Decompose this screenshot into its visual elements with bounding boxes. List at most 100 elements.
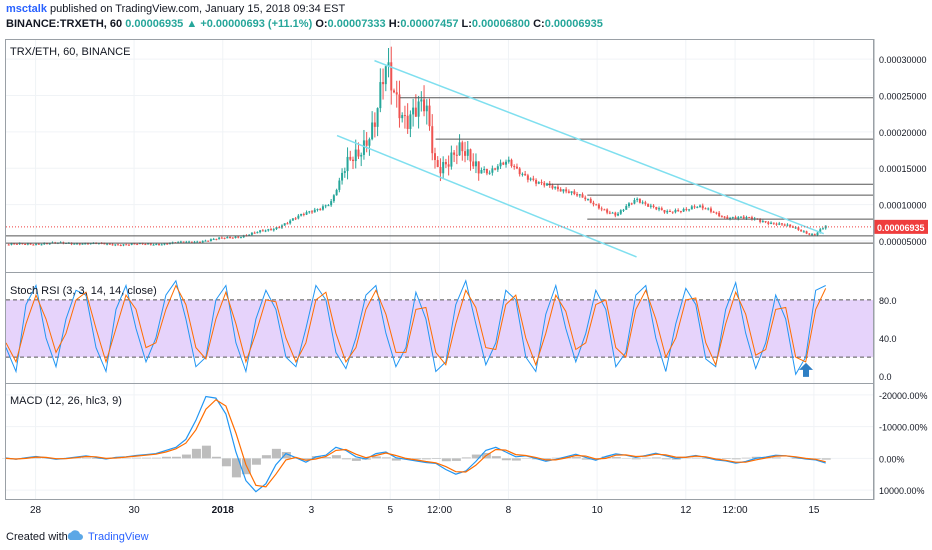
candle-body (546, 183, 549, 186)
candle-body (622, 209, 625, 211)
candle-body (600, 208, 603, 210)
candle-body (783, 224, 786, 226)
candle-body (521, 173, 524, 175)
low-value: 0.00006800 (471, 18, 531, 30)
price-change: ▲ +0.00000693 (+11.1%) (186, 18, 313, 30)
author-link[interactable]: msctalk (6, 3, 47, 15)
candle-body (709, 208, 712, 212)
macd-tick-label: 10000.00% (879, 486, 925, 496)
candle-body (819, 229, 822, 233)
candle-body (578, 194, 581, 196)
macd-histogram-bar (601, 456, 611, 459)
candle-body (103, 243, 106, 245)
candle-body (343, 171, 346, 173)
candle-body (737, 217, 740, 219)
chart-canvas[interactable]: 0.00006935 0.00005000 0.00010000 0.0001500… (0, 32, 932, 524)
candle-body (223, 237, 226, 239)
candle-body (811, 234, 814, 236)
candle-body (346, 156, 349, 172)
macd-histogram-bar (211, 456, 221, 459)
time-tick-label: 28 (30, 505, 42, 516)
candle-body (701, 205, 704, 209)
candle-body (335, 189, 338, 196)
candle-body (196, 241, 199, 243)
candle-body (163, 243, 166, 245)
candle-body (114, 244, 117, 246)
candle-body (425, 105, 428, 112)
time-tick-label: 5 (387, 505, 393, 516)
candle-body (431, 126, 434, 154)
candle-body (125, 244, 128, 246)
candle-body (239, 237, 242, 239)
candle-body (357, 149, 360, 157)
macd-histogram-bar (721, 458, 731, 459)
macd-histogram-bar (611, 457, 621, 459)
candle-body (250, 232, 253, 235)
macd-histogram-bar (651, 457, 661, 459)
candle-body (330, 201, 333, 206)
candle-body (567, 191, 570, 193)
candle-body (280, 225, 283, 228)
candle-body (543, 182, 546, 186)
candle-body (565, 189, 568, 192)
candle-body (540, 182, 543, 184)
candle-body (324, 205, 327, 207)
macd-histogram-bar (551, 457, 561, 459)
candle-body (715, 212, 718, 214)
candle-body (338, 180, 341, 190)
macd-histogram-bar (821, 458, 831, 460)
time-tick-label: 12:00 (723, 505, 748, 516)
candle-body (666, 211, 669, 213)
candle-body (84, 243, 87, 245)
time-tick-label: 30 (129, 505, 141, 516)
candle-body (395, 92, 398, 95)
candle-body (731, 217, 734, 219)
candle-body (311, 211, 314, 213)
macd-histogram-bar (201, 445, 211, 459)
candle-body (477, 161, 480, 174)
macd-histogram-bar (231, 458, 241, 478)
candle-body (141, 243, 144, 245)
candle-body (428, 105, 431, 127)
candle-body (45, 243, 48, 245)
candle-body (81, 243, 84, 245)
candle-body (592, 202, 595, 205)
candle-body (641, 202, 644, 204)
candle-body (450, 152, 453, 167)
stoch-band (6, 299, 873, 358)
high-label: H: (388, 18, 401, 30)
macd-histogram-bar (191, 448, 201, 459)
candle-body (354, 149, 357, 162)
candle-body (204, 240, 207, 242)
candle-body (231, 237, 234, 239)
candle-body (682, 208, 685, 212)
candle-body (668, 211, 671, 213)
candle-body (398, 94, 401, 119)
candle-body (149, 243, 152, 245)
candle-body (264, 230, 267, 232)
candle-body (297, 215, 300, 219)
macd-histogram-bar (351, 458, 361, 461)
tradingview-link[interactable]: TradingView (88, 531, 149, 543)
macd-histogram-bar (661, 458, 671, 460)
candle-body (267, 229, 270, 231)
candle-body (461, 142, 464, 152)
candle-body (40, 244, 43, 246)
candle-body (767, 222, 770, 224)
candle-body (387, 62, 390, 67)
candle-body (35, 243, 38, 245)
candle-body (532, 178, 535, 180)
candle-body (417, 101, 420, 117)
candle-body (559, 189, 562, 192)
chart-header: msctalk published on TradingView.com, Ja… (0, 0, 932, 32)
price-tick-label: 0.00030000 (879, 55, 927, 65)
candle-body (384, 66, 387, 85)
candle-body (193, 241, 196, 243)
candle-body (406, 115, 409, 129)
channel-line (336, 134, 637, 258)
candle-body (305, 212, 308, 215)
candle-body (253, 232, 256, 234)
candle-body (660, 208, 663, 210)
macd-histogram-bar (371, 456, 381, 459)
macd-signal-line (5, 398, 826, 488)
